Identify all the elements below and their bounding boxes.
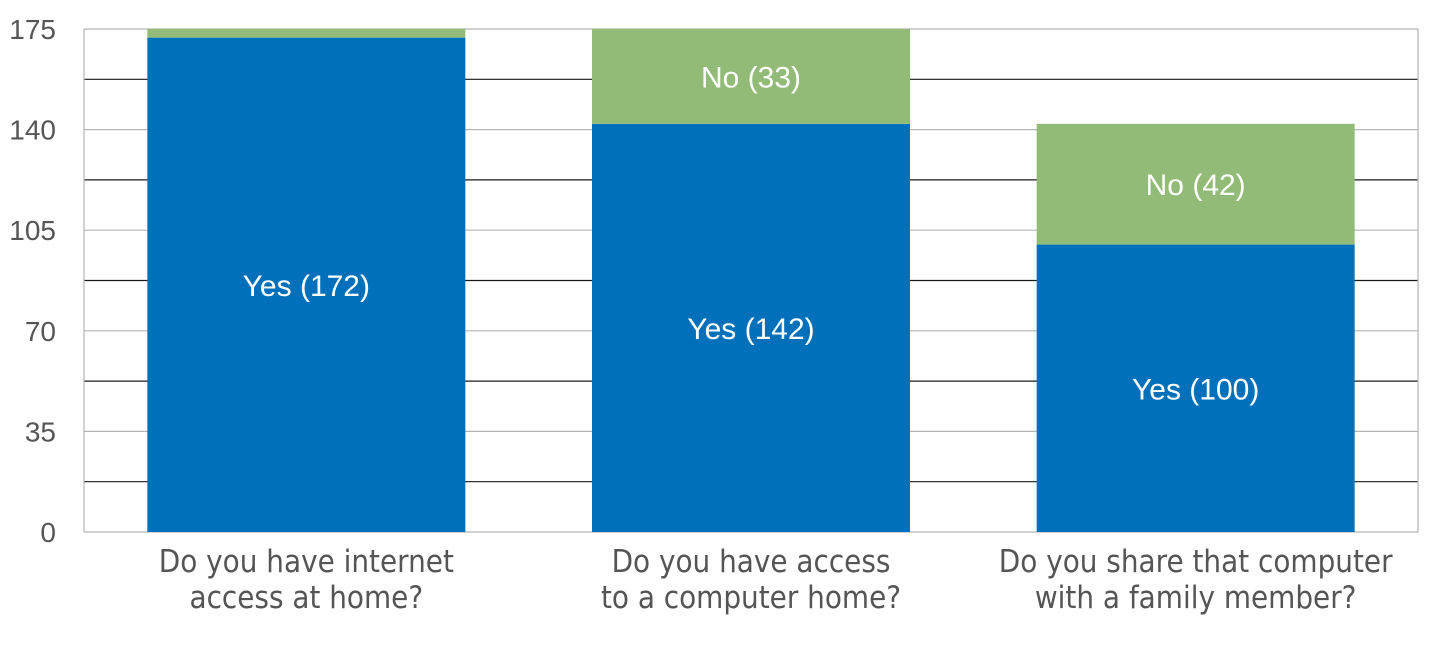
data-label-no: No (33) [701, 61, 801, 94]
category-label: Do you share that computer [999, 544, 1394, 580]
bar-segment-no [592, 29, 910, 124]
y-tick-label: 0 [40, 517, 56, 548]
data-label-yes: Yes (100) [1132, 373, 1259, 406]
y-tick-label: 105 [9, 215, 56, 246]
bar-segment-yes [1036, 244, 1355, 533]
y-tick-label: 70 [25, 316, 56, 347]
y-axis-tick-labels: 0 35 70 105 140 175 [9, 14, 56, 548]
y-tick-label: 175 [9, 14, 56, 45]
data-label-yes: Yes (172) [243, 270, 370, 303]
bar-segment-yes [147, 37, 466, 532]
bar-segment-no [147, 29, 466, 38]
bar-segment-no [1036, 123, 1355, 245]
data-label-no: No (42) [1146, 169, 1246, 202]
category-label: Do you have access [612, 544, 891, 580]
category-label: Do you have internet [159, 544, 454, 580]
bar-segment-yes [592, 123, 910, 532]
y-tick-label: 35 [25, 416, 56, 447]
category-label: with a family member? [1035, 580, 1357, 616]
bars: Yes (172) Yes (142) No (33) Yes (100) No (42… [147, 29, 1355, 533]
category-label: access at home? [190, 580, 424, 616]
data-label-yes: Yes (142) [687, 313, 814, 346]
category-label: to a computer home? [601, 580, 901, 616]
y-tick-label: 140 [9, 115, 56, 146]
